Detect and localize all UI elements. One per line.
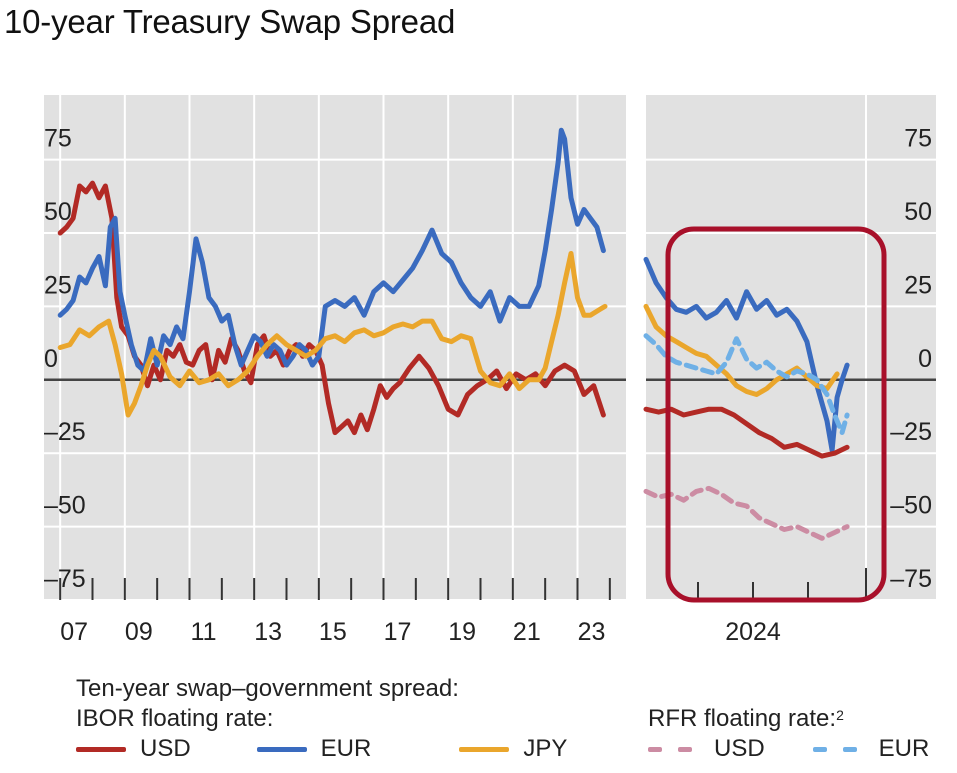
- y-tick-label: –25: [44, 418, 86, 446]
- legend-swatch-eur-rfr: [812, 746, 865, 752]
- legend-swatch-jpy-ibor: [459, 746, 510, 752]
- left-panel: 75 50 25 0 –25 –50 –75 07 09 11 13 15 17 19 21 23: [44, 95, 626, 646]
- x-tick-label: 21: [513, 618, 541, 646]
- legend-rfr-label-text: RFR floating rate:: [648, 705, 837, 732]
- legend-rfr-label: RFR floating rate:2: [648, 704, 957, 734]
- x-tick-label: 2024: [725, 618, 781, 646]
- y-tick-label: –25: [890, 418, 932, 446]
- chart-title: 10-year Treasury Swap Spread: [4, 3, 456, 40]
- x-tick-label: 19: [448, 618, 476, 646]
- legend-label-usd-rfr: USD: [714, 735, 765, 762]
- legend-ibor: Ten-year swap–government spread: IBOR fl…: [76, 674, 615, 764]
- right-panel: 75 50 25 0 –25 –50 –75 2024: [643, 95, 936, 646]
- y-tick-label: 0: [44, 345, 58, 373]
- series-line-jpy-ibor: [57, 251, 608, 418]
- x-tick-label: 07: [60, 618, 88, 646]
- footnote-marker: 2: [836, 707, 844, 723]
- legend-ibor-label: IBOR floating rate:: [76, 705, 274, 732]
- legend-label-eur-ibor: EUR: [320, 735, 372, 762]
- y-tick-label: 25: [904, 271, 932, 299]
- legend-swatch-eur-ibor: [256, 746, 307, 752]
- legend-label-jpy-ibor: JPY: [523, 735, 568, 762]
- legend-swatch-usd-rfr: [648, 746, 700, 752]
- x-tick-label: 11: [191, 618, 217, 646]
- y-tick-label: 50: [44, 198, 72, 226]
- y-tick-label: 50: [904, 198, 932, 226]
- x-tick-label: 23: [578, 618, 606, 646]
- legend-item-usd-ibor: USD: [76, 734, 191, 764]
- series-line-jpy-ibor: [643, 303, 840, 397]
- y-tick-label: 0: [918, 345, 932, 373]
- series-line-eur-rfr: [643, 333, 850, 436]
- y-tick-label: 75: [44, 125, 72, 153]
- legend-label-eur-rfr: EUR: [878, 735, 930, 762]
- legend-rfr: RFR floating rate:2 USD EUR: [648, 704, 957, 764]
- series-line-usd-ibor: [643, 406, 850, 459]
- legend-heading: Ten-year swap–government spread:: [76, 675, 459, 702]
- series-line-usd-rfr: [643, 485, 850, 541]
- y-tick-label: –50: [44, 492, 86, 520]
- legend-label-usd-ibor: USD: [140, 735, 191, 762]
- series-line-eur-ibor: [643, 256, 850, 453]
- x-tick-label: 09: [125, 618, 153, 646]
- y-tick-label: –75: [44, 565, 86, 593]
- x-tick-label: 13: [254, 618, 282, 646]
- x-tick-label: 15: [319, 618, 347, 646]
- y-tick-label: 75: [904, 125, 932, 153]
- legend-ibor-items: USD EUR JPY: [76, 734, 615, 764]
- legend-swatch-usd-ibor: [76, 746, 126, 752]
- y-tick-label: 25: [44, 271, 72, 299]
- legend-rfr-items: USD EUR: [648, 734, 957, 764]
- legend-item-usd-rfr: USD: [648, 734, 765, 764]
- plot-background: [44, 95, 626, 600]
- y-tick-label: –75: [890, 565, 932, 593]
- x-tick-label: 17: [384, 618, 412, 646]
- plot-background: [646, 95, 936, 600]
- y-tick-label: –50: [890, 492, 932, 520]
- legend-item-eur-ibor: EUR: [256, 734, 372, 764]
- legend-item-eur-rfr: EUR: [812, 734, 930, 764]
- legend-item-jpy-ibor: JPY: [459, 734, 567, 764]
- highlight-box: [665, 226, 887, 603]
